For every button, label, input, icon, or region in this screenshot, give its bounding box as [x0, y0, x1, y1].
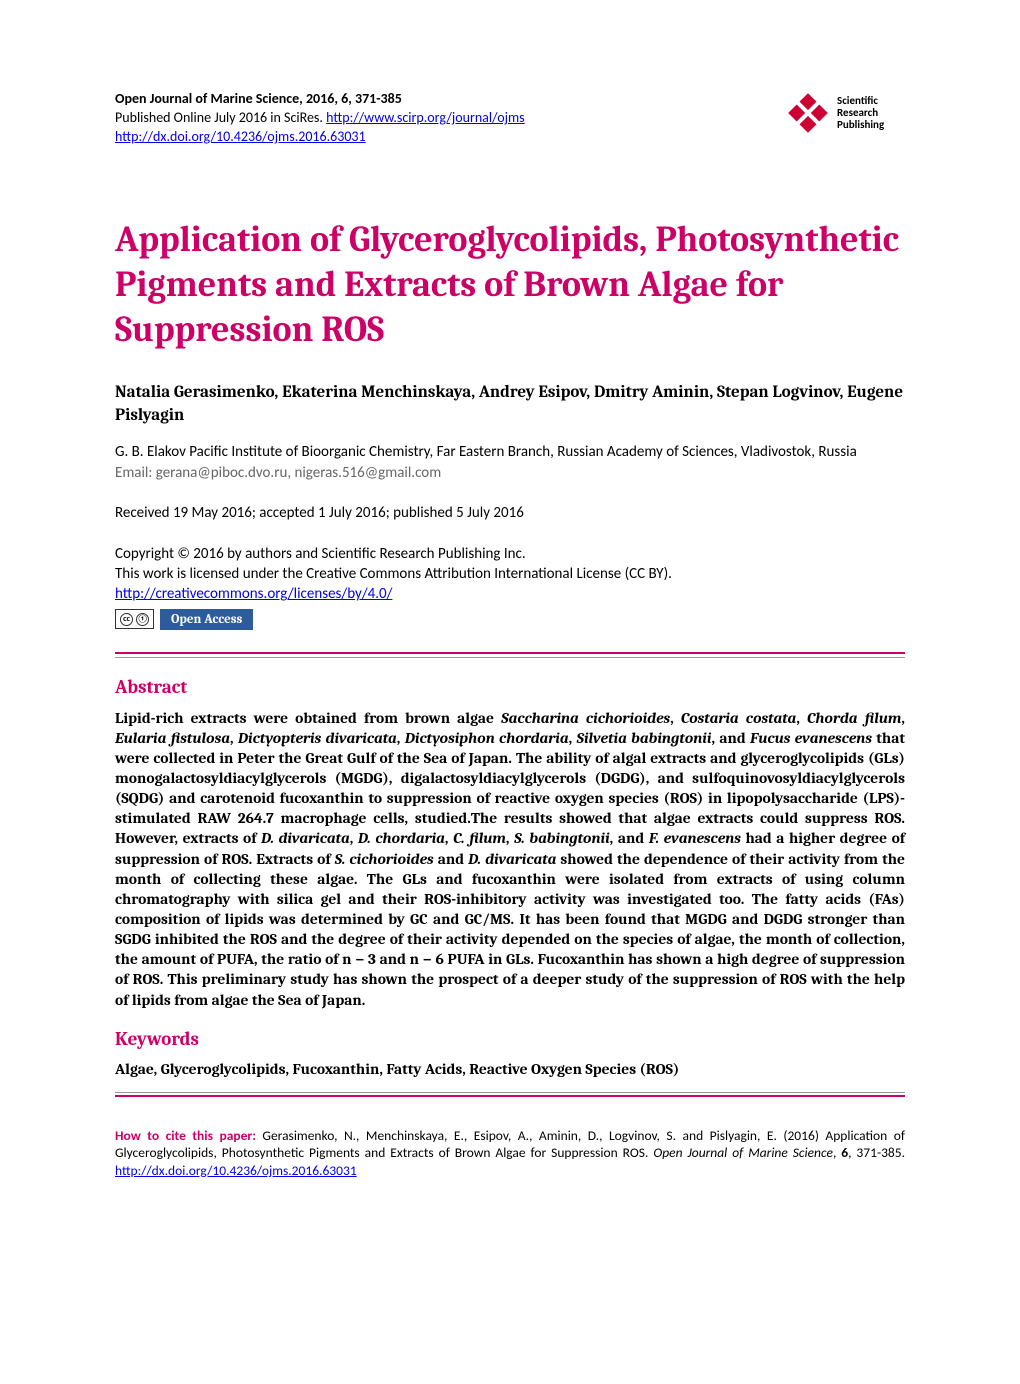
license-badges: cc ① Open Access [115, 609, 905, 630]
license-link[interactable]: http://creativecommons.org/licenses/by/4… [115, 585, 392, 603]
copyright-line-1: Copyright © 2016 by authors and Scientif… [115, 544, 905, 564]
abstract-heading: Abstract [115, 676, 905, 698]
doi-link[interactable]: http://dx.doi.org/10.4236/ojms.2016.6303… [115, 128, 366, 145]
publication-line: Published Online July 2016 in SciRes. ht… [115, 109, 525, 128]
abstract-text: Lipid-rich extracts were obtained from b… [115, 708, 905, 1010]
by-logo-icon: ① [136, 613, 149, 626]
page-header: Open Journal of Marine Science, 2016, 6,… [115, 90, 905, 147]
divider-thin-top [115, 657, 905, 658]
copyright-line-2: This work is licensed under the Creative… [115, 564, 905, 584]
publisher-line-3: Publishing [837, 119, 884, 131]
divider-accent-top [115, 652, 905, 654]
journal-meta: Open Journal of Marine Science, 2016, 6,… [115, 90, 525, 147]
citation-block: How to cite this paper: Gerasimenko, N.,… [115, 1127, 905, 1180]
pub-prefix: Published Online July 2016 in SciRes. [115, 109, 326, 126]
divider-accent-bottom [115, 1095, 905, 1097]
article-dates: Received 19 May 2016; accepted 1 July 20… [115, 504, 905, 522]
copyright-block: Copyright © 2016 by authors and Scientif… [115, 544, 905, 605]
open-access-badge: Open Access [160, 609, 253, 630]
doi-line: http://dx.doi.org/10.4236/ojms.2016.6303… [115, 128, 525, 147]
srp-diamond-icon [785, 90, 831, 136]
citation-doi-link[interactable]: http://dx.doi.org/10.4236/ojms.2016.6303… [115, 1162, 357, 1179]
journal-info: Open Journal of Marine Science, 2016, 6,… [115, 90, 525, 109]
affiliation: G. B. Elakov Pacific Institute of Bioorg… [115, 442, 905, 462]
cc-by-icon: cc ① [115, 609, 154, 629]
publisher-name: Scientific Research Publishing [837, 95, 884, 131]
article-title: Application of Glyceroglycolipids, Photo… [115, 217, 905, 352]
authors: Natalia Gerasimenko, Ekaterina Menchinsk… [115, 382, 905, 428]
publisher-logo: Scientific Research Publishing [785, 90, 905, 136]
citation-label: How to cite this paper: [115, 1127, 256, 1144]
keywords-heading: Keywords [115, 1028, 905, 1050]
email: Email: gerana@piboc.dvo.ru, nigeras.516@… [115, 464, 905, 482]
keywords-text: Algae, Glyceroglycolipids, Fucoxanthin, … [115, 1060, 905, 1078]
cc-logo-icon: cc [120, 613, 133, 626]
citation-journal: Open Journal of Marine Science [653, 1144, 833, 1161]
divider-thin-bottom [115, 1092, 905, 1093]
journal-url-link[interactable]: http://www.scirp.org/journal/ojms [326, 109, 525, 126]
